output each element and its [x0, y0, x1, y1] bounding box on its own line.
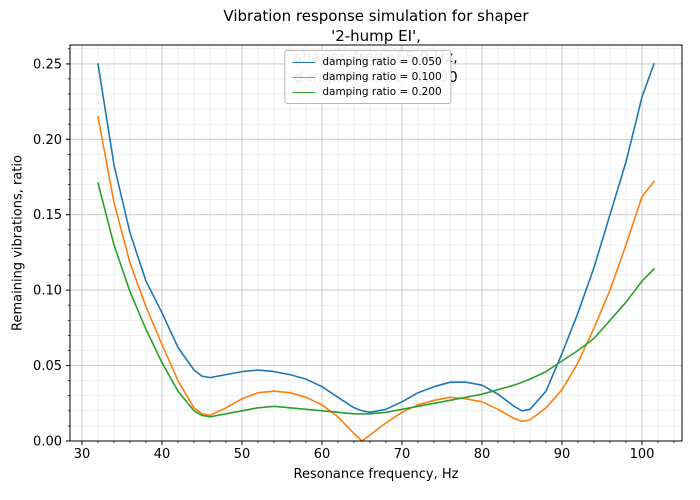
- svg-text:60: 60: [314, 447, 331, 462]
- line-swatch-icon: [292, 91, 316, 93]
- y-axis-label: Remaining vibrations, ratio: [10, 155, 26, 331]
- svg-text:0.00: 0.00: [33, 435, 62, 450]
- svg-text:0.25: 0.25: [33, 57, 62, 72]
- legend-entry: damping ratio = 0.050: [292, 56, 442, 68]
- svg-text:50: 50: [234, 447, 251, 462]
- svg-text:40: 40: [154, 447, 171, 462]
- legend-entry: damping ratio = 0.100: [292, 71, 442, 83]
- legend-label: damping ratio = 0.050: [322, 56, 442, 68]
- svg-text:0.15: 0.15: [33, 208, 62, 223]
- svg-text:0.05: 0.05: [33, 359, 62, 374]
- legend-label: damping ratio = 0.200: [322, 86, 442, 98]
- svg-text:70: 70: [394, 447, 411, 462]
- legend-label: damping ratio = 0.100: [322, 71, 442, 83]
- x-axis-label: Resonance frequency, Hz: [293, 467, 459, 482]
- svg-text:0.10: 0.10: [33, 284, 62, 299]
- svg-text:90: 90: [554, 447, 571, 462]
- legend: damping ratio = 0.050 damping ratio = 0.…: [284, 50, 452, 104]
- svg-text:30: 30: [74, 447, 91, 462]
- line-swatch-icon: [292, 76, 316, 78]
- line-swatch-icon: [292, 61, 316, 63]
- legend-entry: damping ratio = 0.200: [292, 86, 442, 98]
- svg-text:0.20: 0.20: [33, 133, 62, 148]
- svg-text:100: 100: [630, 447, 655, 462]
- svg-text:80: 80: [474, 447, 491, 462]
